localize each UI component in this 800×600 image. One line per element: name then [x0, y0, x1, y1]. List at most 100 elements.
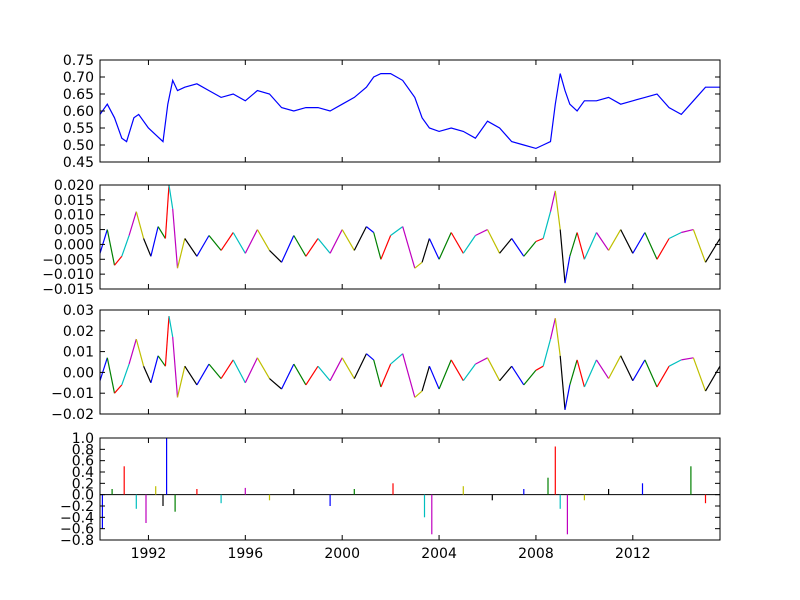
- series-segment: [583, 232, 598, 260]
- series-segment: [106, 229, 116, 266]
- series-segment: [549, 318, 556, 340]
- x-tick-label: 2000: [324, 546, 360, 562]
- series-segment: [428, 238, 440, 260]
- y-tick-label: 0.55: [63, 121, 94, 137]
- series-segment: [704, 365, 720, 392]
- series-segment: [114, 384, 123, 394]
- x-tick-label: 1992: [131, 546, 167, 562]
- series-segment: [438, 359, 452, 390]
- y-tick-label: −0.005: [42, 252, 94, 268]
- series-segment: [595, 359, 610, 379]
- panel-3: −0.02 −0.01 0.00 0.01 0.02 0.03: [51, 303, 721, 423]
- y-tick-label: 0.70: [63, 70, 94, 86]
- series-segment: [656, 365, 670, 388]
- y-tick-label: −0.02: [51, 407, 94, 423]
- series-segment: [317, 238, 331, 254]
- series-segment: [523, 241, 537, 257]
- series-segment: [644, 359, 658, 388]
- panel-2-frame: [99, 184, 721, 290]
- series-segment: [511, 365, 525, 386]
- series-segment: [305, 238, 319, 257]
- series-segment: [317, 365, 331, 382]
- series-segment: [535, 237, 544, 243]
- series-segment: [554, 190, 561, 230]
- series-segment: [366, 226, 375, 233]
- y-tick-label: −0.010: [42, 267, 94, 283]
- panel-3-frame: [99, 309, 721, 415]
- series-segment: [576, 232, 585, 260]
- y-tick-label: 0.2: [72, 476, 94, 492]
- panel-1: 0.450.500.550.600.650.700.75: [63, 53, 721, 171]
- series-segment: [135, 338, 145, 367]
- series-segment: [380, 235, 392, 260]
- series-segment: [128, 211, 137, 236]
- y-tick-label: 0.005: [54, 223, 94, 239]
- series-segment: [244, 229, 258, 254]
- panel-2: −0.015−0.010−0.0050.0000.0050.0100.0150.…: [42, 178, 721, 298]
- series-segment: [486, 229, 501, 254]
- series-line: [100, 72, 720, 150]
- y-tick-label: 0.020: [54, 178, 94, 194]
- series-segment: [373, 232, 382, 260]
- series-segment: [569, 359, 578, 386]
- panel-4-plot: [100, 438, 720, 535]
- series-segment: [668, 231, 682, 240]
- y-tick-label: 0.010: [54, 208, 94, 224]
- series-segment: [535, 365, 544, 371]
- series-segment: [692, 357, 707, 392]
- series-segment: [564, 256, 571, 284]
- series-segment: [329, 229, 343, 254]
- series-segment: [256, 229, 271, 251]
- x-tick-label: 2004: [421, 546, 457, 562]
- series-segment: [269, 378, 282, 390]
- series-segment: [620, 229, 634, 254]
- series-segment: [106, 357, 116, 394]
- series-segment: [341, 357, 355, 379]
- series-segment: [220, 359, 234, 379]
- series-segment: [353, 226, 367, 251]
- series-segment: [172, 336, 179, 398]
- series-segment: [150, 226, 159, 257]
- series-segment: [196, 363, 210, 386]
- series-segment: [164, 185, 170, 239]
- series-segment: [475, 229, 488, 237]
- series-segment: [121, 235, 130, 257]
- y-tick-label: 0.0: [72, 488, 94, 504]
- series-segment: [208, 235, 222, 251]
- series-segment: [462, 235, 476, 254]
- series-segment: [390, 226, 404, 236]
- y-tick-label: 0.45: [63, 155, 94, 171]
- y-tick-label: 0.01: [63, 345, 94, 361]
- series-segment: [100, 357, 108, 381]
- series-segment: [656, 238, 670, 260]
- series-segment: [128, 338, 137, 365]
- y-tick-label: 1.0: [72, 431, 94, 447]
- series-segment: [632, 232, 646, 254]
- series-segment: [164, 316, 170, 367]
- series-segment: [542, 211, 552, 239]
- x-tick-label: 2008: [518, 546, 554, 562]
- series-segment: [172, 208, 179, 269]
- series-segment: [450, 359, 464, 382]
- y-tick-label: 0.65: [63, 87, 94, 103]
- series-segment: [184, 365, 198, 386]
- y-tick-label: −0.8: [60, 533, 94, 549]
- series-segment: [353, 353, 367, 379]
- series-segment: [542, 338, 552, 367]
- series-segment: [620, 355, 634, 381]
- series-segment: [196, 235, 210, 257]
- series-segment: [293, 235, 307, 257]
- series-segment: [402, 353, 416, 398]
- series-segment: [232, 359, 246, 384]
- series-segment: [293, 363, 307, 386]
- y-tick-label: 0.03: [63, 303, 94, 319]
- y-tick-label: −0.6: [60, 522, 94, 538]
- series-segment: [511, 238, 525, 257]
- series-segment: [608, 229, 622, 251]
- series-segment: [380, 363, 392, 388]
- series-segment: [632, 359, 646, 382]
- y-tick-label: 0.00: [63, 365, 94, 381]
- series-segment: [281, 363, 295, 390]
- series-segment: [681, 357, 694, 361]
